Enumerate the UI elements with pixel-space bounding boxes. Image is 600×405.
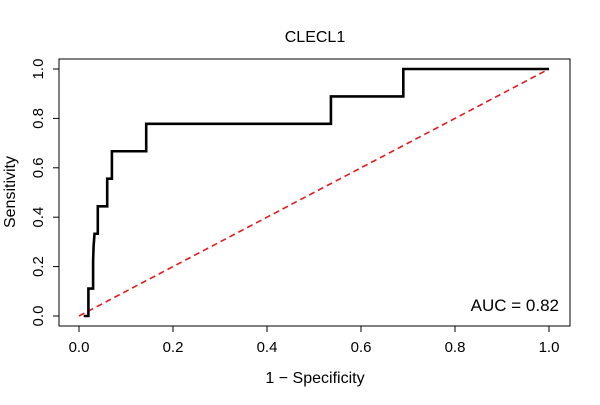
auc-annotation: AUC = 0.82	[471, 296, 559, 315]
y-tick-label: 0.4	[30, 207, 47, 228]
x-axis-label: 1 − Specificity	[265, 370, 364, 387]
y-tick-label: 0.0	[30, 306, 47, 327]
y-tick-label: 1.0	[30, 59, 47, 80]
chart-title: CLECL1	[285, 29, 346, 46]
y-tick-label: 0.6	[30, 157, 47, 178]
x-tick-label: 0.8	[445, 339, 466, 356]
series-layer	[78, 67, 550, 318]
y-axis: 0.0 0.2 0.4 0.6 0.8 1.0	[30, 59, 60, 327]
y-axis-label: Sensitivity	[2, 156, 19, 228]
x-tick-label: 1.0	[539, 339, 560, 356]
y-tick-label: 0.2	[30, 256, 47, 277]
x-tick-label: 0.0	[69, 339, 90, 356]
x-tick-label: 0.2	[163, 339, 184, 356]
reference-diagonal-line	[78, 68, 550, 317]
roc-curve	[83, 67, 549, 318]
y-tick-label: 0.8	[30, 108, 47, 129]
x-axis: 0.0 0.2 0.4 0.6 0.8 1.0	[69, 325, 560, 356]
x-tick-label: 0.6	[351, 339, 372, 356]
x-tick-label: 0.4	[257, 339, 278, 356]
